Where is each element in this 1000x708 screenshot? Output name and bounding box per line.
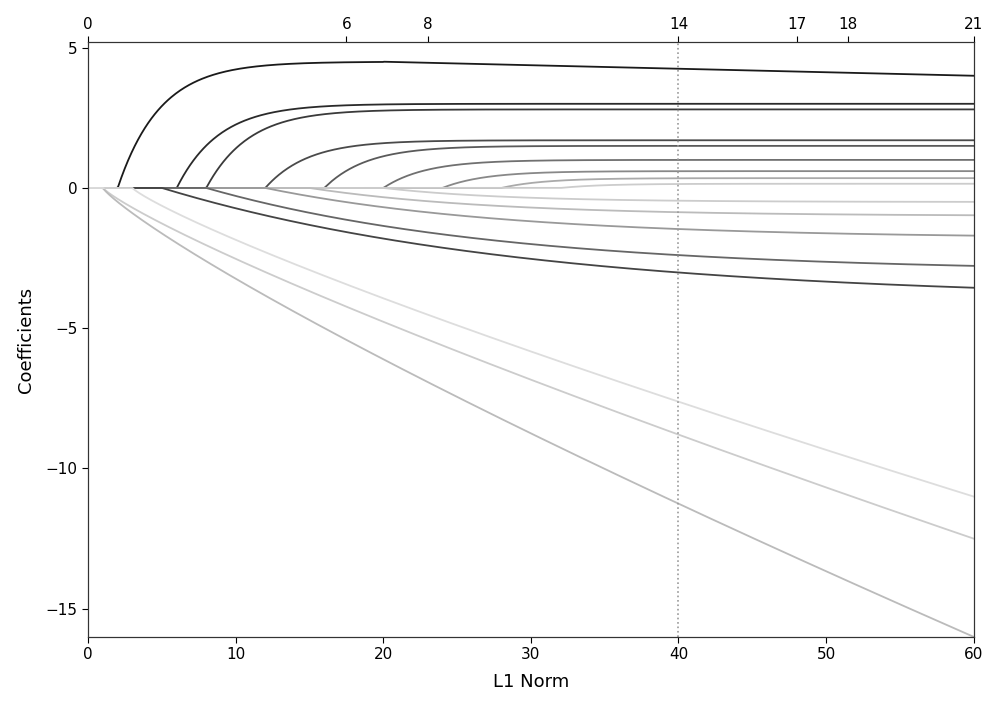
Y-axis label: Coefficients: Coefficients <box>17 286 35 392</box>
X-axis label: L1 Norm: L1 Norm <box>493 673 569 691</box>
